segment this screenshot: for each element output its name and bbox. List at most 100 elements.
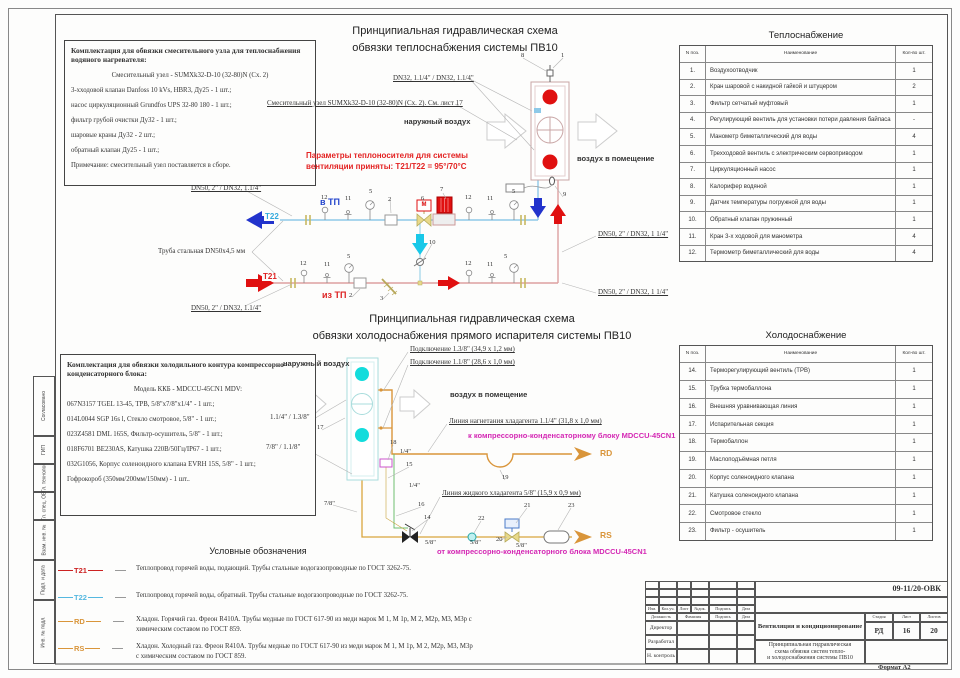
cooling-title-line1: Принципиальная гидравлическая схема [369, 313, 575, 325]
item-qty: 4 [896, 244, 932, 262]
drawing-title-line: схема обвязки систем тепло- [774, 648, 846, 655]
pipe-size-label: 5/8" [516, 542, 527, 549]
item-name: Фильтр сетчатый муфтовый [706, 95, 896, 112]
component-ref: 2 [388, 196, 392, 203]
thermobulb [379, 458, 393, 468]
legend-code: T21 [74, 566, 87, 575]
stamp-cell [691, 581, 709, 589]
stamp-cell [677, 581, 691, 589]
side-stamp-cell: Согласовано [33, 376, 55, 436]
item-name: Фильтр - осушитель [706, 522, 896, 540]
spec-box-lines: Смесительный узел - SUMXk32-D-10 (32-80)… [71, 72, 309, 170]
stamp-header: Изм. [645, 605, 659, 613]
cooling-circuit-spec-box: Комплектация для обвязки холодильного ко… [60, 354, 316, 516]
component-ref: 5 [512, 188, 516, 195]
spec-line: обратный клапан Ду25 - 1 шт.; [71, 147, 160, 155]
component-ref: 8 [521, 52, 525, 59]
to-heat-point-label: в ТП [320, 197, 340, 207]
project-name: Вентиляция и кондиционирование [755, 613, 865, 640]
item-name: Калорифер водяной [706, 178, 896, 195]
stamp-header: Листов [920, 613, 948, 622]
row-number: 2. [680, 78, 706, 96]
heat-params-line2: вентиляции приняты: Т21/Т22 = 95°/70°С [306, 162, 467, 171]
item-qty: 4 [896, 227, 932, 245]
item-qty: 1 [896, 95, 932, 112]
stamp-cell [677, 635, 709, 649]
from-condenser-label: от компрессорно-конденсаторного блока MD… [437, 547, 647, 556]
item-name: Обратный клапан пружинный [706, 211, 896, 228]
steel-pipe-label: Труба стальная DN50х4,5 мм [158, 247, 246, 255]
stamp-cell [677, 597, 691, 605]
unit-port [542, 89, 558, 105]
side-stamp-cell: ГИП [33, 436, 55, 464]
item-name: Корпус соленоидного клапана [706, 468, 896, 487]
component-ref: 11 [324, 261, 331, 268]
component-ref: 12 [465, 260, 472, 267]
outdoor-air-label-heating: наружный воздух [404, 117, 471, 126]
pipe-code-rd: RD [600, 448, 613, 458]
component-ref: 11 [345, 195, 352, 202]
item-qty: 2 [896, 78, 932, 96]
stamp-value: РД [865, 622, 893, 640]
stamp-cell [645, 589, 659, 597]
stamp-cell [691, 597, 709, 605]
stamp-header: Должность [645, 613, 677, 621]
item-name: Кран 3-х ходовой для манометра [706, 227, 896, 245]
component-ref: 20 [496, 536, 503, 543]
component-ref: 12 [300, 260, 307, 267]
legend-title: Условные обозначения [209, 546, 307, 556]
item-qty: - [896, 111, 932, 129]
row-number: 4. [680, 111, 706, 129]
item-name: Терморегулирующий вентиль (ТРВ) [706, 362, 896, 380]
pipe-size-label: 1/4" [400, 448, 411, 455]
stamp-role: Разработал [645, 635, 677, 649]
component-ref: 7 [440, 186, 444, 193]
drawing-title-line: и холодоснабжения системы ПВ10 [767, 655, 853, 662]
item-qty: 1 [896, 178, 932, 195]
row-number: 10. [680, 211, 706, 228]
item-name: Маслоподъёмная петля [706, 450, 896, 469]
component-ref: 6 [421, 195, 425, 202]
component-ref: 21 [524, 502, 531, 509]
flow-arrow [438, 276, 460, 290]
spec-line: 3-хходовой клапан Danfoss 10 kVs, HBR3, … [71, 87, 232, 95]
legend-code: RD [74, 617, 85, 626]
item-qty: 1 [896, 144, 932, 162]
spec-line: насос циркуляционный Grundfos UPS 32-80 … [71, 102, 232, 110]
legend-code: RS [74, 644, 85, 653]
stamp-cell [659, 597, 677, 605]
unit-port [355, 428, 369, 442]
stamp-header: Дата [737, 613, 755, 621]
stamp-cell [865, 640, 948, 664]
unit-port [542, 154, 558, 170]
mixing-unit-ref-label: Смесительный узел SUMXk32-D-10 (32-80)N … [267, 99, 463, 107]
stamp-cell [645, 581, 659, 589]
stamp-header: №док. [691, 605, 709, 613]
stamp-cell [677, 649, 709, 664]
stamp-header: Дата [737, 605, 755, 613]
component-ref: 22 [478, 515, 485, 522]
item-qty: 1 [896, 211, 932, 228]
row-number: 21. [680, 486, 706, 505]
drawing-title-line: Принципиальная гидравлическая [768, 642, 852, 649]
sight-glass [467, 532, 477, 542]
row-number: 22. [680, 504, 706, 523]
spec-box-title: Комплектация для обвязки смесительного у… [71, 46, 301, 65]
flow-arrow-to-tp [246, 211, 274, 229]
component-ref: 5 [347, 253, 351, 260]
component-ref: 5 [369, 188, 373, 195]
spec-line: Примечание: смесительный узел поставляет… [71, 162, 231, 170]
row-number: 7. [680, 161, 706, 179]
item-name: Трехходовой вентиль с электрическим серв… [706, 144, 896, 162]
row-number: 14. [680, 362, 706, 380]
instrument-symbols [290, 200, 526, 289]
rs-arrow [574, 530, 592, 544]
legend-line-sample: RS [58, 644, 124, 653]
pipe-size-label: DN50, 2" / DN32, 1.1/4" [191, 304, 262, 312]
rd-arrow [574, 447, 592, 461]
pipe-code-t22: T22 [264, 212, 280, 221]
thermobulb-tube [385, 467, 408, 532]
three-way-valve [416, 213, 425, 227]
item-name: Испарительная секция [706, 415, 896, 434]
